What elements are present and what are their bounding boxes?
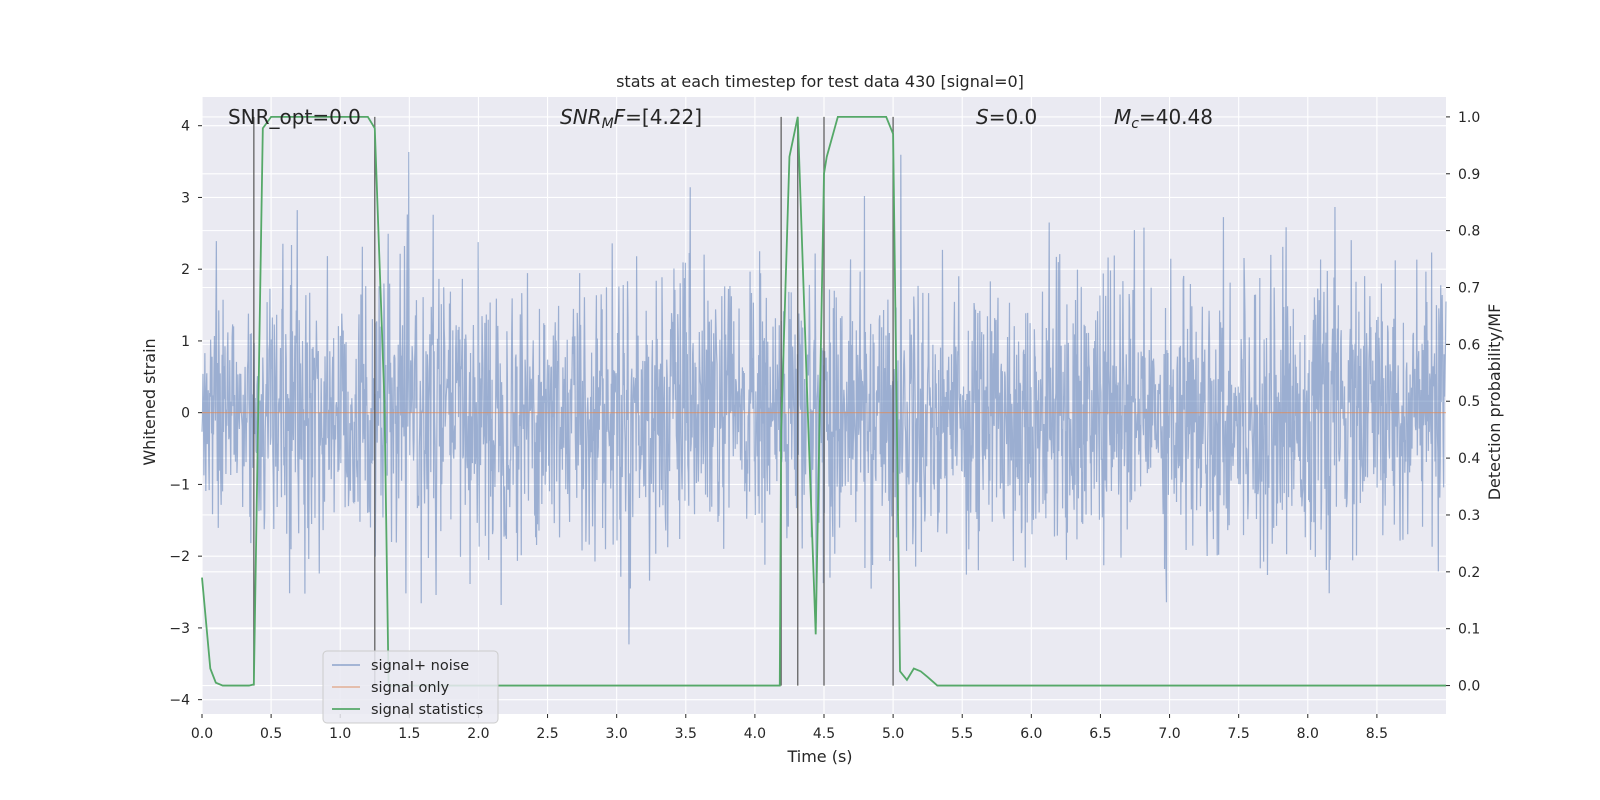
series-signal-statistics — [201, 116, 1446, 687]
x-tick-label: 2.0 — [467, 726, 489, 742]
x-axis-label: Time (s) — [786, 747, 852, 766]
annotation-snr-mf: SNRMF=[4.22] — [560, 105, 702, 132]
y-tick-label: −4 — [169, 693, 190, 709]
annotation-s: S=0.0 — [976, 105, 1037, 129]
annotation-mc: Mc=40.48 — [1114, 105, 1213, 132]
y2-tick-label: 0.1 — [1458, 622, 1480, 638]
x-tick-label: 7.0 — [1158, 726, 1180, 742]
x-tick-label: 0.0 — [191, 726, 213, 742]
x-tick-label: 6.5 — [1089, 726, 1111, 742]
x-axis-ticks: 0.0 0.5 1.0 1.5 2.0 2.5 3.0 3.5 4.0 4.5 5.0 5.5 6.0 6… — [191, 714, 1388, 742]
y2-tick-label: 0.2 — [1458, 565, 1480, 581]
y-tick-label: 1 — [181, 334, 190, 350]
y-tick-label: 4 — [181, 119, 190, 135]
y2-tick-label: 1.0 — [1458, 110, 1480, 126]
x-tick-label: 8.5 — [1366, 726, 1388, 742]
x-tick-label: 3.5 — [675, 726, 697, 742]
x-tick-label: 5.5 — [951, 726, 973, 742]
y2-tick-label: 0.4 — [1458, 451, 1480, 467]
y2-tick-label: 0.0 — [1458, 679, 1480, 695]
y-tick-label: 2 — [181, 262, 190, 278]
y2-tick-label: 0.7 — [1458, 281, 1480, 297]
x-tick-label: 7.5 — [1228, 726, 1250, 742]
y2-tick-label: 0.9 — [1458, 167, 1480, 183]
y-tick-label: −3 — [169, 621, 190, 637]
y2-axis-ticks: 1.0 0.9 0.8 0.7 0.6 0.5 0.4 0.3 0.2 0.1 0.0 — [1446, 110, 1480, 695]
x-tick-label: 3.0 — [606, 726, 628, 742]
y-axis-label: Whitened strain — [140, 338, 159, 465]
chart-title: stats at each timestep for test data 430… — [616, 72, 1024, 91]
x-tick-label: 6.0 — [1020, 726, 1042, 742]
x-tick-label: 4.0 — [744, 726, 766, 742]
x-tick-label: 0.5 — [260, 726, 282, 742]
legend-label: signal+ noise — [371, 658, 469, 674]
legend-box — [322, 650, 499, 724]
y2-tick-label: 0.5 — [1458, 394, 1480, 410]
y-tick-label: 3 — [181, 190, 190, 206]
y-tick-label: −2 — [169, 549, 190, 565]
y2-tick-label: 0.8 — [1458, 224, 1480, 240]
y-axis-ticks: 4 3 2 1 0 −1 −2 −3 −4 — [169, 119, 202, 709]
x-tick-label: 1.5 — [398, 726, 420, 742]
x-tick-label: 8.0 — [1297, 726, 1319, 742]
y2-axis-label: Detection probability/MF — [1485, 304, 1504, 501]
y2-tick-label: 0.3 — [1458, 508, 1480, 524]
legend-label: signal statistics — [371, 702, 483, 718]
y-tick-label: 0 — [181, 406, 190, 422]
annotations: SNR_opt=0.0 SNRMF=[4.22] S=0.0 Mc=40.48 — [228, 105, 1213, 132]
y-tick-label: −1 — [169, 477, 190, 493]
legend-label: signal only — [371, 680, 450, 696]
x-tick-label: 2.5 — [536, 726, 558, 742]
legend: signal+ noise signal only signal statistic… — [322, 650, 499, 724]
x-tick-label: 5.0 — [882, 726, 904, 742]
x-tick-label: 1.0 — [329, 726, 351, 742]
y2-tick-label: 0.6 — [1458, 337, 1480, 353]
annotation-snr-opt: SNR_opt=0.0 — [228, 105, 361, 129]
x-tick-label: 4.5 — [813, 726, 835, 742]
